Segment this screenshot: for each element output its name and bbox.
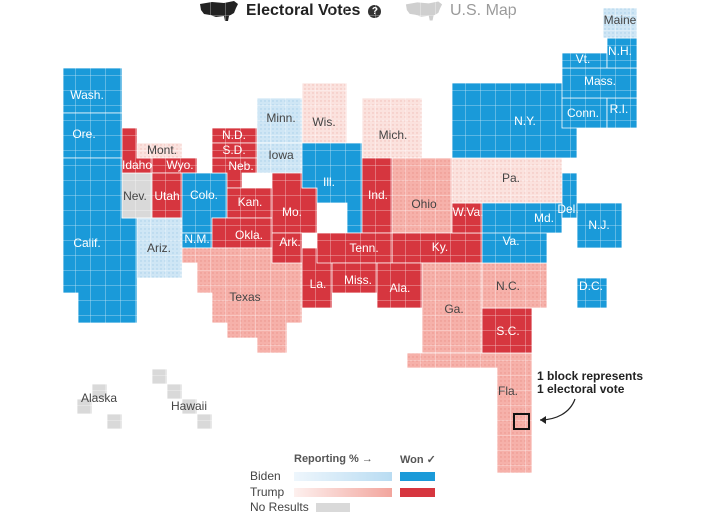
label-nj: N.J. xyxy=(588,218,609,232)
label-ky: Ky. xyxy=(432,240,448,254)
annotation-line-2: 1 electoral vote xyxy=(537,382,625,396)
label-del: Del. xyxy=(557,202,578,216)
legend-trump-label: Trump xyxy=(250,485,285,499)
label-mich: Mich. xyxy=(379,128,408,142)
legend-no-results-label: No Results xyxy=(250,500,309,514)
label-dc: D.C. xyxy=(579,279,603,293)
annotation-arrowhead xyxy=(540,416,546,424)
label-texas: Texas xyxy=(229,290,260,304)
label-colo: Colo. xyxy=(190,188,218,202)
legend-no-results-swatch xyxy=(316,503,350,512)
legend-won-label: Won ✓ xyxy=(400,454,436,466)
label-utah: Utah xyxy=(154,189,179,203)
legend-biden-reporting-bar xyxy=(294,472,392,481)
legend-trump-won-swatch xyxy=(400,488,435,497)
label-nm: N.M. xyxy=(184,232,209,246)
legend-biden-label: Biden xyxy=(250,469,281,483)
label-nev: Nev. xyxy=(123,189,147,203)
label-nh: N.H. xyxy=(608,44,632,58)
label-nc: N.C. xyxy=(496,279,520,293)
label-kan: Kan. xyxy=(238,195,263,209)
label-ariz: Ariz. xyxy=(147,241,171,255)
state-ohio[interactable] xyxy=(391,157,453,234)
label-fla: Fla. xyxy=(498,384,518,398)
label-conn: Conn. xyxy=(567,106,599,120)
block-annotation: 1 block represents 1 electoral vote xyxy=(513,369,643,430)
label-ny: N.Y. xyxy=(514,114,536,128)
state-wis[interactable] xyxy=(301,82,348,144)
label-neb: Neb. xyxy=(228,159,253,173)
label-ohio: Ohio xyxy=(411,197,437,211)
label-pa: Pa. xyxy=(502,171,520,185)
label-tenn: Tenn. xyxy=(349,241,378,255)
label-wyo: Wyo. xyxy=(166,158,193,172)
label-wis: Wis. xyxy=(312,115,335,129)
label-ore: Ore. xyxy=(72,127,95,141)
label-hawaii: Hawaii xyxy=(171,399,207,413)
label-iowa: Iowa xyxy=(268,148,294,162)
label-ga: Ga. xyxy=(444,302,463,316)
state-labels: Wash. Ore. Calif. Nev. Idaho Mont. Wyo. … xyxy=(70,13,636,413)
label-miss: Miss. xyxy=(344,273,372,287)
label-sd: S.D. xyxy=(222,143,245,157)
label-ill: Ill. xyxy=(323,175,335,189)
label-mass: Mass. xyxy=(584,74,616,88)
label-vt: Vt. xyxy=(576,52,591,66)
label-md: Md. xyxy=(534,211,554,225)
label-wash: Wash. xyxy=(70,88,104,102)
legend: Reporting % → Won ✓ Biden Trump No Resul… xyxy=(250,453,450,516)
label-ark: Ark. xyxy=(279,235,300,249)
annotation-line-1: 1 block represents xyxy=(537,369,643,383)
label-va: Va. xyxy=(502,234,519,248)
label-wva: W.Va. xyxy=(452,205,483,219)
label-mo: Mo. xyxy=(282,205,302,219)
label-la: La. xyxy=(310,277,327,291)
label-minn: Minn. xyxy=(266,111,295,125)
legend-biden-won-swatch xyxy=(400,472,435,481)
legend-reporting-label: Reporting % → xyxy=(294,453,373,465)
label-calif: Calif. xyxy=(73,236,100,250)
label-nd: N.D. xyxy=(222,128,246,142)
label-sc: S.C. xyxy=(496,324,519,338)
label-ala: Ala. xyxy=(390,281,411,295)
label-mont: Mont. xyxy=(147,143,177,157)
example-block xyxy=(513,413,530,430)
label-okla: Okla. xyxy=(235,228,263,242)
label-ri: R.I. xyxy=(610,102,629,116)
label-maine: Maine xyxy=(604,13,637,27)
label-ind: Ind. xyxy=(368,188,388,202)
label-alaska: Alaska xyxy=(81,391,117,405)
legend-trump-reporting-bar xyxy=(294,488,392,497)
label-idaho: Idaho xyxy=(122,158,152,172)
